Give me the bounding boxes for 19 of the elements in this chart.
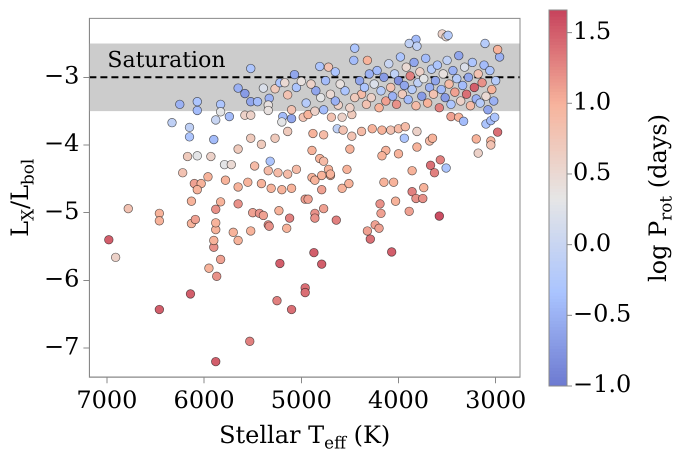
color-bar-label: 0.5 <box>573 158 612 186</box>
color-bar-label: 1.5 <box>573 16 612 45</box>
color-bar-label: 0.0 <box>573 228 612 257</box>
band-label: Saturation <box>107 48 226 74</box>
color-bar-label: −0.5 <box>573 300 632 328</box>
x-tick-label: 6000 <box>174 386 235 414</box>
y-tick-label: −4 <box>44 129 80 158</box>
y-tick-label: −3 <box>44 62 80 90</box>
x-tick-label: 3000 <box>465 386 526 414</box>
x-tick-label: 7000 <box>76 386 138 414</box>
color-bar-title: log Prot (days) <box>644 114 676 282</box>
color-bar-label: 1.0 <box>573 88 612 116</box>
y-tick-label: −5 <box>44 196 80 225</box>
y-tick-label: −7 <box>44 332 80 360</box>
y-axis-title: LX/Lbol <box>6 158 38 237</box>
y-tick-label: −6 <box>44 264 80 293</box>
x-tick-label: 5000 <box>270 386 332 414</box>
color-bar-label: −1.0 <box>573 370 632 398</box>
x-tick-label: 4000 <box>368 386 430 414</box>
